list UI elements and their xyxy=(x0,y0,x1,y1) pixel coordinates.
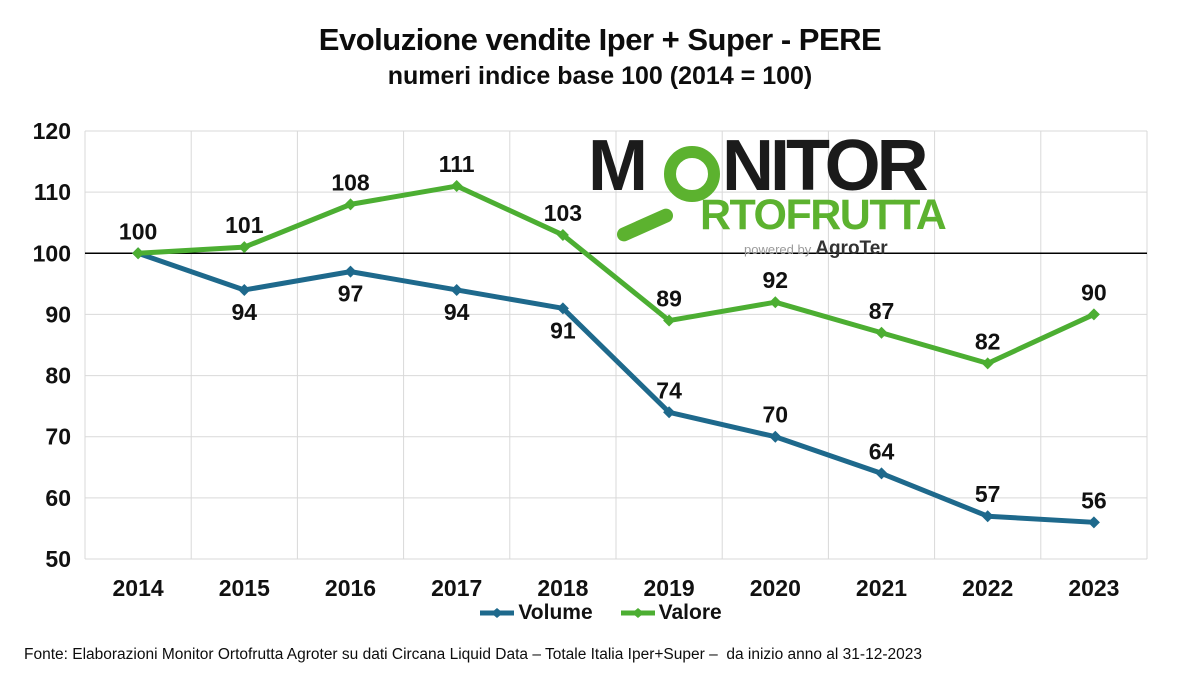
logo-letter-m: M xyxy=(588,126,648,206)
volume-data-label: 74 xyxy=(656,377,682,403)
valore-marker xyxy=(875,326,888,339)
valore-data-label: 89 xyxy=(656,286,682,312)
valore-data-label: 111 xyxy=(439,151,475,177)
y-tick-label: 70 xyxy=(45,424,71,450)
x-tick-label: 2017 xyxy=(431,575,482,601)
x-tick-label: 2021 xyxy=(856,575,907,601)
chart-subtitle: numeri indice base 100 (2014 = 100) xyxy=(387,62,813,90)
valore-marker xyxy=(663,314,676,327)
valore-marker xyxy=(1087,308,1100,321)
y-tick-label: 120 xyxy=(33,118,71,144)
valore-marker xyxy=(981,357,994,370)
x-tick-label: 2014 xyxy=(113,575,164,601)
volume-data-label: 94 xyxy=(232,299,258,325)
logo-powered-by: powered by AgroTer xyxy=(744,238,888,260)
volume-data-label: 94 xyxy=(444,299,470,325)
source-note: Fonte: Elaborazioni Monitor Ortofrutta A… xyxy=(24,646,922,663)
logo-text-ortofrutta: RTOFRUTTA xyxy=(700,191,947,239)
y-tick-label: 50 xyxy=(45,546,71,572)
valore-data-label: 92 xyxy=(763,267,789,293)
volume-marker xyxy=(238,283,251,296)
volume-data-label: 91 xyxy=(550,317,576,343)
volume-marker xyxy=(1087,516,1100,529)
volume-data-label: 70 xyxy=(763,402,789,428)
valore-marker xyxy=(556,228,569,241)
legend-label-volume: Volume xyxy=(518,601,593,624)
valore-marker xyxy=(238,241,251,254)
valore-marker xyxy=(769,296,782,309)
x-tick-label: 2023 xyxy=(1068,575,1119,601)
volume-marker xyxy=(344,265,357,278)
powered-by-label: powered by xyxy=(744,242,812,257)
logo-text-nitor: NITOR xyxy=(722,126,929,206)
valore-line xyxy=(135,183,1097,366)
volume-line xyxy=(135,250,1097,525)
valore-data-label: 101 xyxy=(225,212,264,238)
volume-data-label: 64 xyxy=(869,438,895,464)
agroter-brand: AgroTer xyxy=(815,238,888,259)
legend-item-volume: Volume xyxy=(478,601,593,625)
volume-data-label: 56 xyxy=(1081,487,1107,513)
y-tick-label: 110 xyxy=(34,179,71,205)
y-tick-label: 90 xyxy=(45,301,71,327)
legend: Volume Valore xyxy=(0,601,1200,625)
valore-data-label: 87 xyxy=(869,298,895,324)
valore-data-label: 82 xyxy=(975,328,1001,354)
valore-marker xyxy=(344,198,357,211)
legend-label-valore: Valore xyxy=(658,601,722,624)
valore-data-label: 108 xyxy=(331,169,370,195)
x-tick-label: 2019 xyxy=(644,575,695,601)
volume-marker xyxy=(875,467,888,480)
x-tick-label: 2018 xyxy=(537,575,588,601)
x-tick-label: 2015 xyxy=(219,575,270,601)
valore-marker xyxy=(132,247,145,260)
valore-marker xyxy=(450,180,463,193)
magnifier-handle-icon xyxy=(614,206,676,244)
volume-marker xyxy=(556,302,569,315)
y-tick-label: 60 xyxy=(45,485,71,511)
monitor-ortofrutta-logo: M NITOR RTOFRUTTA powered by AgroTer xyxy=(588,126,968,259)
volume-data-label: 97 xyxy=(338,281,364,307)
x-tick-label: 2022 xyxy=(962,575,1013,601)
chart-title: Evoluzione vendite Iper + Super - PERE xyxy=(318,22,882,57)
valore-line-icon xyxy=(620,608,655,618)
valore-data-label: 100 xyxy=(119,218,157,244)
volume-marker xyxy=(663,406,676,419)
volume-marker xyxy=(769,430,782,443)
valore-data-label: 103 xyxy=(544,200,582,226)
x-tick-label: 2016 xyxy=(325,575,376,601)
x-tick-label: 2020 xyxy=(750,575,801,601)
y-tick-label: 80 xyxy=(45,363,71,389)
volume-marker xyxy=(981,510,994,523)
volume-data-label: 57 xyxy=(975,481,1001,507)
volume-marker xyxy=(450,283,463,296)
y-tick-label: 100 xyxy=(33,240,71,266)
volume-line-icon xyxy=(480,608,515,618)
valore-data-label: 90 xyxy=(1081,279,1107,305)
legend-item-valore: Valore xyxy=(619,601,722,625)
